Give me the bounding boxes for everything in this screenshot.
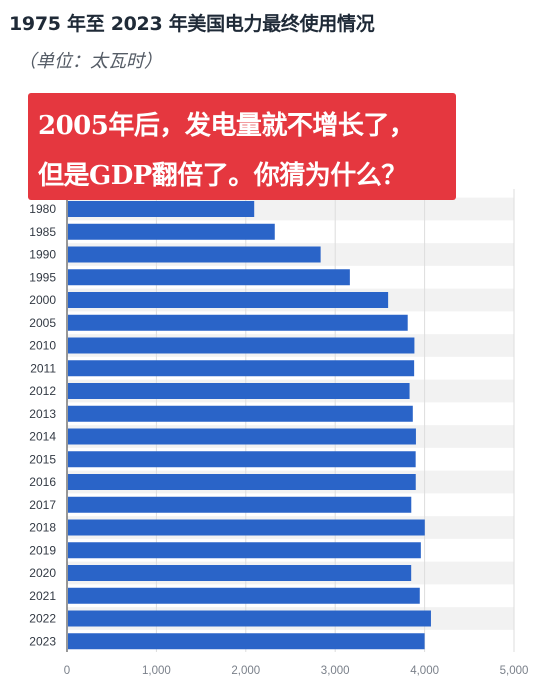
bar-2021 xyxy=(68,587,420,604)
y-tick-label: 2022 xyxy=(29,612,56,626)
bar-2014 xyxy=(68,428,416,445)
y-tick-label: 2010 xyxy=(29,339,56,353)
y-tick-label: 1990 xyxy=(29,248,56,262)
bar-2010 xyxy=(68,337,415,354)
x-tick-label: 1,000 xyxy=(142,665,171,677)
y-tick-label: 2014 xyxy=(29,430,56,444)
bar-2019 xyxy=(68,542,421,559)
bar-1980 xyxy=(68,201,255,217)
x-tick-label: 3,000 xyxy=(321,665,350,677)
y-tick-label: 2019 xyxy=(29,543,56,557)
y-tick-label: 2011 xyxy=(30,361,56,375)
bar-1985 xyxy=(68,223,275,240)
chart-subtitle: （单位：太瓦时） xyxy=(18,51,162,72)
bar-2023 xyxy=(68,633,425,650)
bar-2000 xyxy=(68,292,389,308)
callout-line-2: 但是GDP翻倍了。你猜为什么？ xyxy=(38,161,407,191)
chart-title: 1975 年至 2023 年美国电力最终使用情况 xyxy=(9,13,375,35)
bar-2018 xyxy=(68,519,425,536)
y-tick-label: 2017 xyxy=(29,498,56,512)
bar-1995 xyxy=(68,269,350,286)
callout-line-1: 2005年后，发电量就不增长了， xyxy=(38,111,415,141)
y-tick-label: 2005 xyxy=(29,316,56,330)
y-tick-label: 2020 xyxy=(29,566,56,580)
bar-2005 xyxy=(68,314,408,331)
y-tick-label: 2012 xyxy=(29,384,56,398)
x-tick-label: 4,000 xyxy=(410,665,439,677)
x-tick-label: 2,000 xyxy=(231,665,260,677)
bar-2020 xyxy=(68,565,412,581)
y-axis-labels: 1980 1985 1990 1995 2000 2005 2010 2011 2012 2013… xyxy=(29,202,56,648)
bar-2011 xyxy=(68,360,415,377)
y-tick-label: 1995 xyxy=(29,270,56,284)
y-tick-label: 2000 xyxy=(29,293,56,307)
bar-1990 xyxy=(68,246,321,263)
y-tick-label: 2015 xyxy=(29,452,56,466)
annotation-callout: 2005年后，发电量就不增长了， 但是GDP翻倍了。你猜为什么？ xyxy=(28,93,456,200)
y-tick-label: 2016 xyxy=(29,475,56,489)
bar-2015 xyxy=(68,451,416,468)
bar-2017 xyxy=(68,496,412,513)
bar-2022 xyxy=(68,610,431,627)
y-tick-label: 2021 xyxy=(29,589,56,603)
y-tick-label: 2018 xyxy=(29,521,56,535)
y-tick-label: 2023 xyxy=(29,634,56,648)
y-tick-label: 2013 xyxy=(29,407,56,421)
x-tick-label: 0 xyxy=(64,665,70,677)
bars xyxy=(68,201,431,650)
x-axis-labels: 0 1,000 2,000 3,000 4,000 5,000 xyxy=(64,665,529,677)
y-tick-label: 1980 xyxy=(29,202,56,216)
bar-2016 xyxy=(68,474,416,490)
x-tick-label: 5,000 xyxy=(500,665,529,677)
bar-2013 xyxy=(68,405,413,422)
y-tick-label: 1985 xyxy=(29,225,56,239)
bar-2012 xyxy=(68,383,410,399)
